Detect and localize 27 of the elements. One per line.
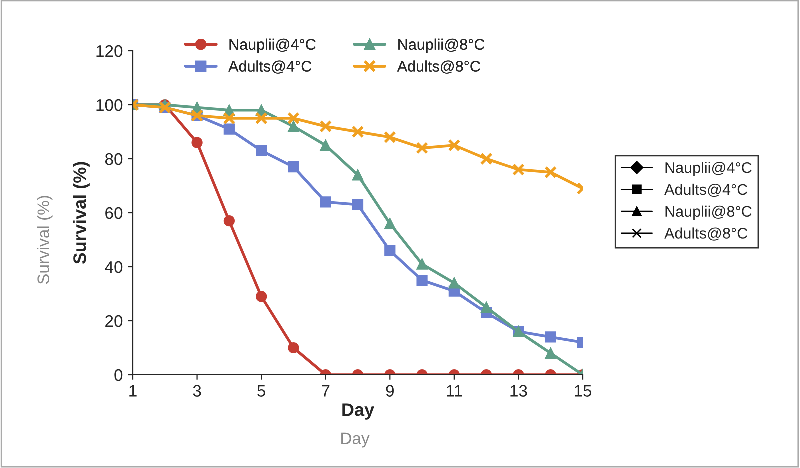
x-tick-label: 9: [386, 385, 394, 397]
text: Survival (%): [37, 196, 53, 284]
y-tick-label: 0: [114, 369, 123, 382]
x-tick-label: 1: [130, 385, 137, 397]
legend-label: Adults@4°C: [228, 60, 312, 74]
x-tick-label: 11: [447, 385, 462, 397]
legend-label: Adults@8°C: [397, 60, 480, 74]
text: Day: [342, 432, 370, 448]
legend-label: Nauplii@4°C: [230, 38, 316, 54]
y-axis-title: Survival (%): [73, 162, 90, 264]
text: Nauplii@8°C: [666, 206, 752, 220]
y-tick-label: 80: [105, 153, 123, 166]
y-tick-label: 20: [106, 315, 123, 328]
y-tick-label: 40: [105, 261, 123, 274]
x-tick-label: 5: [258, 385, 266, 397]
y-tick-label: 120: [96, 45, 123, 58]
x-tick-label: 7: [322, 385, 330, 397]
x-axis-title: Day: [342, 404, 374, 420]
x-tick-label: 15: [575, 385, 592, 397]
text: Adults@4°C: [664, 184, 748, 198]
y-tick-label: 60: [106, 207, 123, 220]
x-tick-label: 13: [510, 385, 528, 397]
text: Adults@8°C: [664, 228, 748, 241]
text: Nauplii@4°C: [666, 162, 752, 176]
legend-label: Nauplii@8°C: [398, 38, 485, 54]
x-tick-label: 3: [193, 385, 202, 397]
y-tick-label: 100: [96, 99, 123, 112]
